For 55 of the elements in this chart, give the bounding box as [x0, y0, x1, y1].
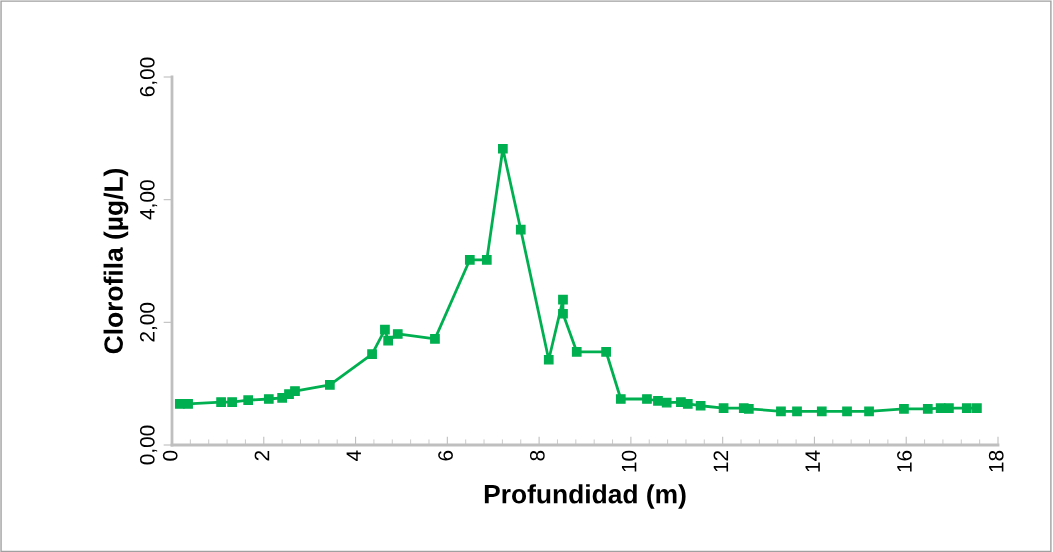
y-tick-label: 4,00	[139, 180, 158, 220]
x-tick-label: 2	[254, 450, 270, 461]
y-tick-label: 0,00	[139, 425, 158, 465]
point	[864, 406, 874, 417]
point	[615, 394, 626, 404]
x-tick-label: 0	[162, 450, 178, 461]
y-tick-label: 2,00	[139, 302, 158, 342]
x-tick-label: 8	[529, 450, 545, 461]
point	[842, 406, 852, 417]
point	[380, 324, 390, 335]
point	[383, 335, 393, 346]
x-tick-label: 16	[897, 450, 912, 472]
point	[743, 403, 754, 414]
point	[497, 143, 508, 154]
point	[558, 308, 568, 319]
point	[430, 334, 440, 344]
point	[944, 403, 954, 414]
x-tick-label: 14	[805, 450, 820, 472]
x-axis-title: Profundidad (m)	[484, 484, 686, 509]
point	[481, 254, 492, 265]
point	[776, 406, 786, 417]
point	[392, 329, 403, 339]
point	[515, 224, 526, 235]
point	[216, 397, 226, 407]
x-tick-label: 10	[621, 450, 637, 472]
point	[263, 394, 274, 404]
point	[464, 254, 475, 265]
point	[653, 395, 663, 406]
point	[899, 403, 909, 414]
point	[601, 346, 611, 357]
point	[558, 294, 568, 305]
x-tick-label: 4	[346, 450, 361, 461]
point	[227, 397, 237, 407]
point	[972, 403, 982, 414]
point	[324, 380, 335, 390]
point	[792, 406, 802, 417]
y-tick-label: 6,00	[139, 57, 158, 97]
y-axis-title: Clorofila (µg/L)	[103, 168, 129, 354]
point	[661, 397, 672, 408]
point	[961, 403, 972, 414]
point	[183, 399, 193, 409]
point	[718, 403, 729, 414]
point	[543, 354, 554, 365]
point	[571, 346, 582, 357]
point	[243, 395, 254, 406]
point	[642, 394, 652, 404]
x-tick-label: 6	[438, 450, 453, 461]
point	[290, 386, 300, 396]
x-tick-label: 18	[988, 450, 1004, 472]
point	[816, 406, 827, 417]
point	[922, 403, 933, 414]
point	[682, 399, 693, 409]
point	[367, 349, 377, 360]
point	[695, 400, 706, 411]
x-tick-label: 12	[713, 450, 729, 472]
